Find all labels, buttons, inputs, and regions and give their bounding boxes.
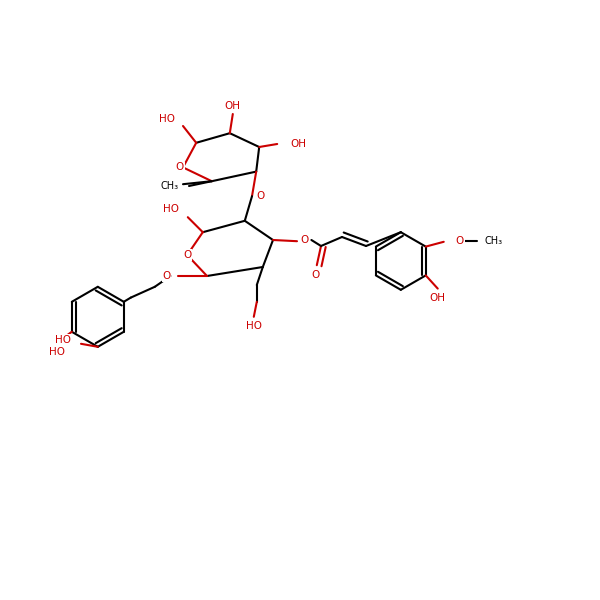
Text: HO: HO xyxy=(158,114,175,124)
Text: O: O xyxy=(176,163,184,172)
Text: O: O xyxy=(456,236,464,245)
Text: OH: OH xyxy=(290,139,307,149)
Text: HO: HO xyxy=(49,347,65,357)
Text: OH: OH xyxy=(225,101,241,110)
Text: O: O xyxy=(162,271,170,281)
Text: O: O xyxy=(256,191,265,201)
Text: OH: OH xyxy=(430,293,446,303)
Text: HO: HO xyxy=(246,321,262,331)
Text: O: O xyxy=(311,270,320,280)
Text: HO: HO xyxy=(163,205,179,214)
Text: CH₃: CH₃ xyxy=(485,236,503,245)
Text: CH₃: CH₃ xyxy=(160,181,178,191)
Text: HO: HO xyxy=(55,335,71,344)
Text: O: O xyxy=(183,250,191,260)
Text: O: O xyxy=(300,235,308,245)
